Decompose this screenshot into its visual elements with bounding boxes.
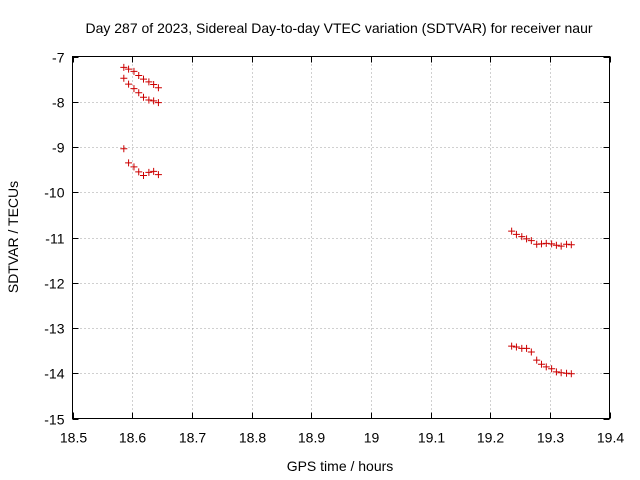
data-point [120, 74, 128, 82]
data-point [140, 75, 148, 83]
data-point [125, 65, 133, 73]
data-point [130, 85, 138, 93]
data-point [125, 159, 133, 167]
data-point [508, 342, 516, 350]
y-tick-label: -13 [44, 321, 64, 337]
data-point [567, 241, 575, 249]
data-point [523, 235, 531, 243]
data-point [130, 163, 138, 171]
plot-frame [72, 56, 610, 419]
data-point [130, 67, 138, 75]
data-point [145, 96, 153, 104]
data-point [125, 80, 133, 88]
x-tick-label: 18.6 [119, 430, 146, 446]
chart-title: Day 287 of 2023, Sidereal Day-to-day VTE… [85, 20, 592, 36]
data-point [557, 242, 565, 250]
y-tick-label: -7 [52, 50, 65, 66]
data-point [518, 233, 526, 241]
data-point [154, 84, 162, 92]
data-point [135, 89, 143, 97]
data-point [567, 370, 575, 378]
data-point [154, 171, 162, 179]
x-tick-label: 19.4 [597, 430, 624, 446]
data-point [537, 360, 545, 368]
y-tick-label: -12 [44, 276, 64, 292]
grid [72, 56, 610, 419]
x-tick-label: 18.9 [298, 430, 325, 446]
y-axis-label: SDTVAR / TECUs [5, 181, 21, 293]
x-tick-label: 19 [364, 430, 380, 446]
data-point [508, 227, 516, 235]
data-point [533, 356, 541, 364]
data-point [552, 241, 560, 249]
x-tick-label: 19.3 [537, 430, 564, 446]
data-point [527, 348, 535, 356]
data-point [120, 63, 128, 71]
data-point [145, 78, 153, 86]
data-point [140, 172, 148, 180]
data-point [523, 344, 531, 352]
data-point [548, 365, 556, 373]
data-point [140, 93, 148, 101]
x-axis-label: GPS time / hours [287, 458, 394, 474]
data-point [135, 72, 143, 80]
data-point [120, 145, 128, 153]
data-point [150, 167, 158, 175]
data-point [135, 168, 143, 176]
data-point [150, 97, 158, 105]
x-tick-label: 19.2 [477, 430, 504, 446]
data-points [120, 63, 575, 378]
axis-ticks: 18.5 18.6 18.7 18.8 18.9 19 19.1 19.2 19.3 19.4 -7… [44, 50, 624, 446]
data-point [154, 99, 162, 107]
data-point [548, 240, 556, 248]
data-point [145, 168, 153, 176]
data-point [542, 363, 550, 371]
y-tick-label: -9 [52, 140, 65, 156]
data-point [552, 368, 560, 376]
y-tick-label: -8 [52, 95, 65, 111]
y-tick-label: -10 [44, 185, 64, 201]
data-point [512, 343, 520, 351]
y-tick-label: -11 [45, 231, 64, 247]
data-point [527, 237, 535, 245]
x-tick-label: 18.7 [179, 430, 206, 446]
x-tick-label: 19.1 [418, 430, 445, 446]
y-tick-label: -15 [44, 412, 64, 428]
x-tick-label: 18.5 [60, 430, 87, 446]
data-point [512, 230, 520, 238]
x-tick-label: 18.8 [239, 430, 266, 446]
y-tick-label: -14 [44, 366, 64, 382]
data-point [150, 81, 158, 89]
